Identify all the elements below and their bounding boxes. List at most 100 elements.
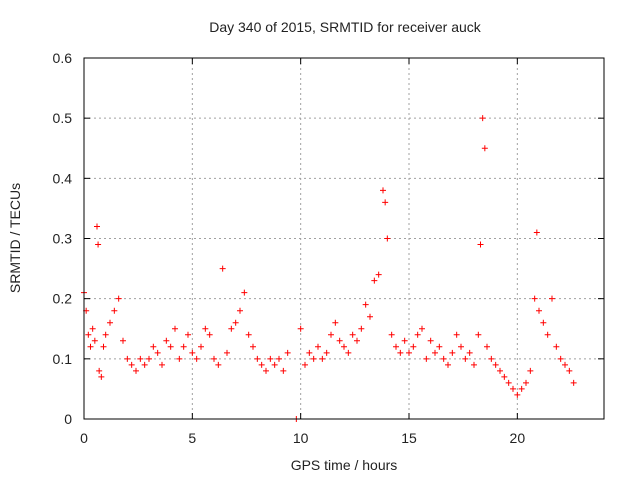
data-point — [479, 115, 486, 122]
data-point — [271, 361, 278, 368]
data-point — [488, 355, 495, 362]
data-point — [202, 325, 209, 332]
data-point — [354, 337, 360, 344]
data-point — [219, 265, 226, 272]
data-point — [107, 319, 113, 326]
data-point — [384, 235, 391, 242]
data-point — [423, 355, 430, 362]
data-point — [341, 343, 347, 350]
data-point — [458, 343, 464, 350]
data-point — [95, 241, 102, 248]
data-point — [87, 343, 94, 350]
data-point — [371, 277, 378, 284]
data-point — [211, 355, 217, 362]
data-point — [245, 331, 252, 338]
data-point — [185, 331, 191, 338]
data-point — [401, 337, 408, 344]
y-axis-label: SRMTID / TECUs — [7, 183, 23, 293]
data-point — [159, 361, 165, 368]
data-point — [133, 367, 139, 374]
data-point — [388, 331, 395, 338]
x-tick-label: 0 — [80, 430, 88, 446]
data-point — [100, 343, 107, 350]
data-point — [137, 355, 144, 362]
data-point — [466, 349, 473, 356]
data-point — [414, 331, 421, 338]
data-point — [306, 349, 313, 356]
data-point — [453, 331, 460, 338]
data-point — [536, 307, 542, 314]
data-point — [332, 319, 339, 326]
data-point — [557, 355, 564, 362]
data-point — [432, 349, 438, 356]
data-point — [518, 385, 525, 392]
data-point — [176, 355, 183, 362]
data-point — [410, 343, 417, 350]
data-point — [323, 349, 330, 356]
data-point — [228, 325, 235, 332]
y-tick-label: 0 — [64, 411, 72, 427]
data-point — [549, 295, 555, 302]
data-point — [319, 355, 326, 362]
data-point — [215, 361, 222, 368]
data-point — [276, 355, 282, 362]
data-point — [232, 319, 239, 326]
y-tick-label: 0.4 — [53, 170, 73, 186]
data-point — [514, 391, 521, 398]
data-point — [531, 295, 538, 302]
data-point — [462, 355, 469, 362]
data-point — [189, 349, 196, 356]
data-point — [562, 361, 568, 368]
data-point — [172, 325, 178, 332]
data-point — [436, 343, 443, 350]
data-point — [94, 223, 100, 230]
data-point — [198, 343, 204, 350]
data-point — [297, 325, 304, 332]
chart-title: Day 340 of 2015, SRMTID for receiver auc… — [209, 19, 482, 35]
data-point — [98, 373, 105, 380]
data-point — [280, 367, 287, 374]
data-point — [484, 343, 490, 350]
data-point — [566, 367, 573, 374]
data-point — [167, 343, 174, 350]
data-point — [533, 229, 540, 236]
data-point — [224, 349, 230, 356]
data-point — [284, 349, 291, 356]
data-point — [419, 325, 425, 332]
data-point — [241, 289, 248, 296]
data-point — [382, 199, 389, 206]
data-point — [553, 343, 560, 350]
data-point — [154, 349, 161, 356]
data-point — [527, 367, 534, 374]
data-point — [345, 349, 352, 356]
y-tick-label: 0.3 — [53, 231, 73, 247]
data-point — [540, 319, 547, 326]
data-point — [505, 379, 512, 386]
y-tick-label: 0.2 — [53, 291, 73, 307]
data-point — [449, 349, 456, 356]
data-point — [362, 301, 369, 308]
data-point — [349, 331, 356, 338]
data-point — [406, 349, 412, 356]
data-point — [445, 361, 451, 368]
data-point — [510, 385, 516, 392]
data-point — [315, 343, 321, 350]
y-tick-label: 0.5 — [53, 110, 73, 126]
data-point — [111, 307, 118, 314]
data-point — [570, 379, 577, 386]
data-point — [471, 361, 477, 368]
data-point — [367, 313, 373, 320]
data-point — [85, 331, 92, 338]
data-point — [393, 343, 399, 350]
data-point — [375, 271, 382, 278]
data-point — [358, 325, 365, 332]
data-point — [380, 187, 386, 194]
data-point — [302, 361, 308, 368]
data-point — [250, 343, 256, 350]
data-point — [115, 295, 122, 302]
data-point — [328, 331, 334, 338]
data-point — [481, 145, 488, 152]
data-point — [163, 337, 170, 344]
data-point — [336, 337, 343, 344]
